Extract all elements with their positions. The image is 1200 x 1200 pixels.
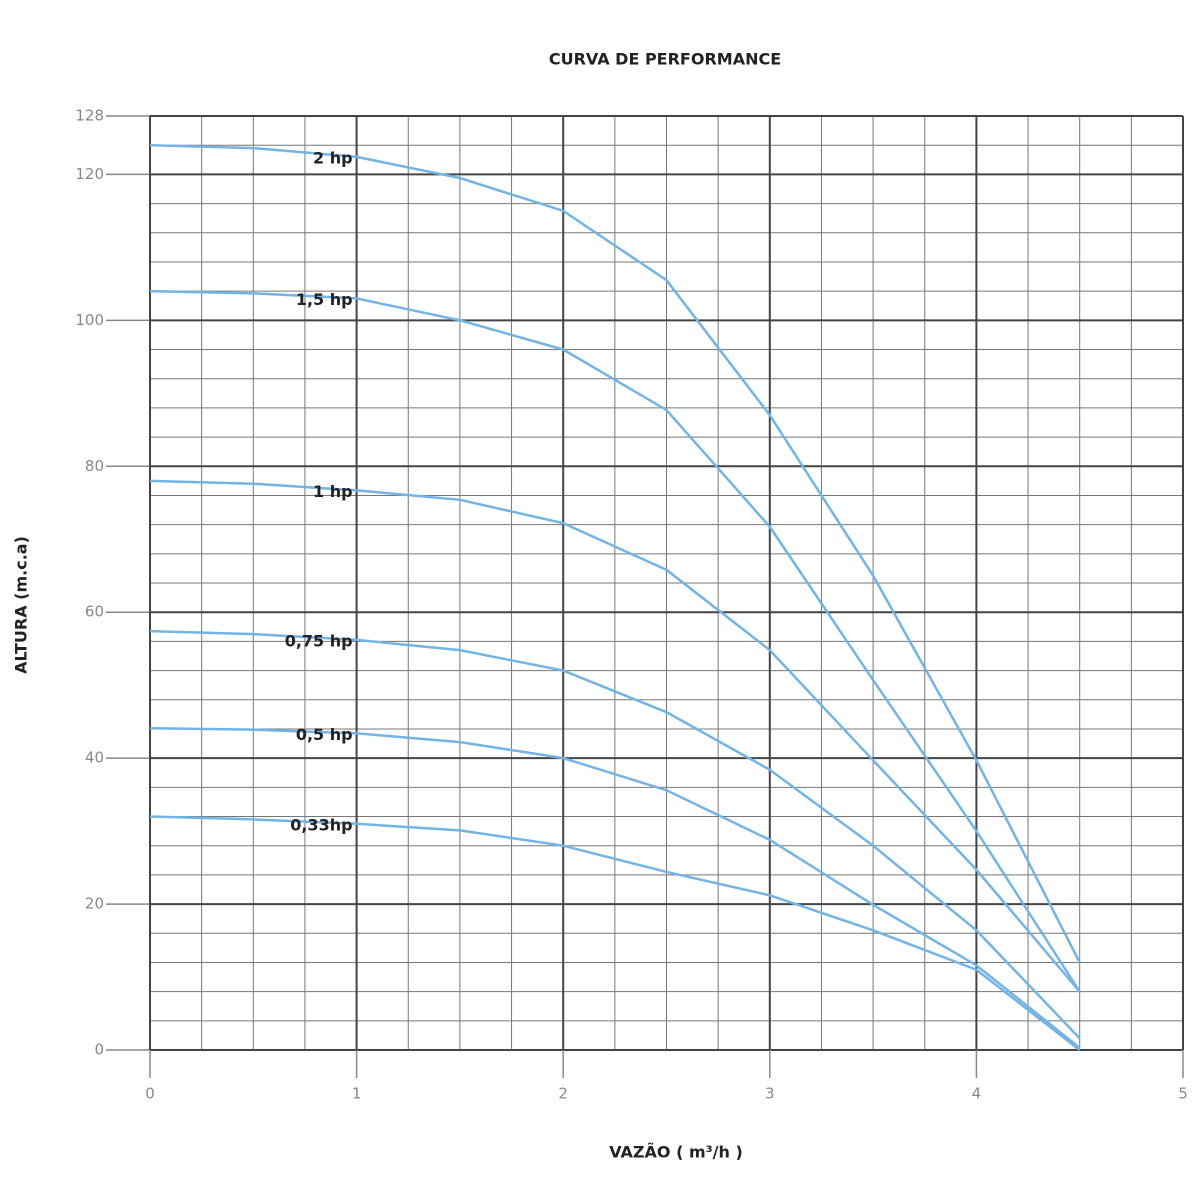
- x-tick-label: 0: [145, 1085, 155, 1103]
- y-tick-label: 60: [85, 603, 104, 621]
- x-tick-label: 4: [972, 1085, 982, 1103]
- y-tick-label: 80: [85, 457, 104, 475]
- y-tick-label: 20: [85, 895, 104, 913]
- x-tick-label: 5: [1178, 1085, 1188, 1103]
- x-axis-title: VAZÃO ( m³/h ): [609, 1143, 743, 1162]
- curve-label: 0,33hp: [290, 815, 352, 834]
- curve: [149, 726, 1081, 1049]
- y-tick-label: 120: [75, 165, 104, 183]
- curve: [149, 815, 1081, 1051]
- y-tick-label: 0: [94, 1041, 104, 1059]
- x-tick-label: 2: [558, 1085, 568, 1103]
- y-tick-label: 40: [85, 749, 104, 767]
- y-tick-label: 100: [75, 311, 104, 329]
- y-tick-label: 128: [75, 107, 104, 125]
- curve-label: 2 hp: [313, 148, 353, 167]
- chart-title: CURVA DE PERFORMANCE: [549, 50, 781, 69]
- curve-label: 0,75 hp: [285, 631, 353, 650]
- x-tick-label: 3: [765, 1085, 775, 1103]
- curve-label: 0,5 hp: [296, 725, 353, 744]
- curve: [149, 479, 1081, 993]
- curve-label: 1 hp: [313, 482, 353, 501]
- curve: [149, 289, 1081, 993]
- curve-label: 1,5 hp: [296, 290, 353, 309]
- x-tick-label: 1: [352, 1085, 362, 1103]
- curve: [149, 143, 1081, 964]
- y-axis-title: ALTURA (m.c.a): [12, 536, 31, 674]
- curve: [149, 629, 1081, 1040]
